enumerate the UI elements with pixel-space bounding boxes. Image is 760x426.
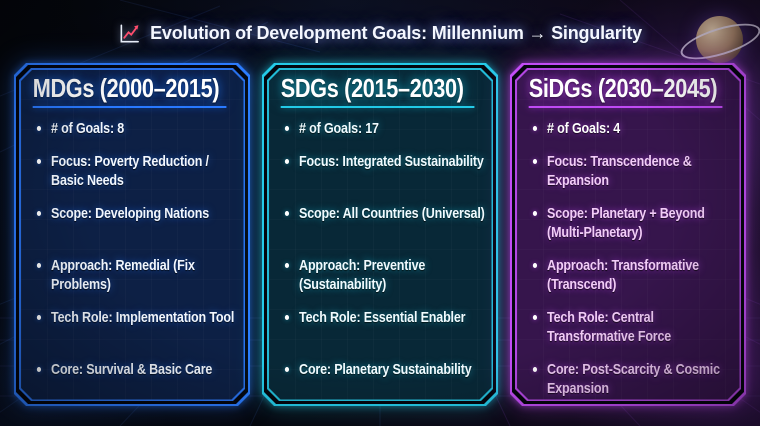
card-item-text: Scope: All Countries (Universal) (299, 205, 485, 222)
bullet-dot-icon (532, 126, 538, 131)
card-item: Focus: Poverty Reduction / Basic Needs (33, 152, 238, 204)
card-item-text: Approach: Remedial (Fix Problems) (51, 257, 195, 293)
card-item-text: Scope: Planetary + Beyond (Multi-Planeta… (547, 205, 705, 241)
card-item-text: Approach: Transformative (Transcend) (547, 257, 699, 293)
card-item-text: Core: Post-Scarcity & Cosmic Expansion (547, 361, 720, 397)
card-item-text: Core: Survival & Basic Care (51, 361, 213, 378)
title-bar: Evolution of Development Goals: Millenni… (0, 22, 760, 45)
card-item-text: Focus: Poverty Reduction / Basic Needs (51, 153, 209, 189)
card-item-text: Core: Planetary Sustainability (299, 361, 472, 378)
chart-increasing-icon (120, 24, 140, 43)
bullet-dot-icon (284, 263, 290, 268)
card-item-text: Focus: Integrated Sustainability (299, 153, 484, 170)
card-item-text: Scope: Developing Nations (51, 205, 210, 222)
card-items: # of Goals: 8 Focus: Poverty Reduction / … (33, 119, 238, 379)
card-item: Scope: Developing Nations (33, 204, 238, 256)
bullet-dot-icon (36, 315, 42, 320)
card-body: SiDGs (2030–2045) # of Goals: 4 Focus: Tra… (517, 70, 739, 398)
card-item: Core: Survival & Basic Care (33, 360, 238, 379)
card-item: Tech Role: Essential Enabler (281, 308, 486, 360)
bullet-dot-icon (532, 211, 538, 216)
card-item: Tech Role: Central Transformative Force (529, 308, 734, 360)
card-item-text: Focus: Transcendence & Expansion (547, 153, 692, 189)
goal-card-sidgs: SiDGs (2030–2045) # of Goals: 4 Focus: Tra… (510, 63, 746, 406)
saturn-planet-icon (696, 16, 743, 63)
card-item: # of Goals: 8 (33, 119, 238, 152)
page-title: Evolution of Development Goals: Millenni… (150, 23, 642, 43)
bullet-dot-icon (36, 367, 42, 372)
card-body: SDGs (2015–2030) # of Goals: 17 Focus: Int… (269, 70, 491, 379)
card-header: SDGs (2015–2030) (280, 73, 464, 103)
card-body: MDGs (2000–2015) # of Goals: 8 Focus: Pove… (21, 70, 243, 379)
bullet-dot-icon (532, 315, 538, 320)
card-item: # of Goals: 17 (281, 119, 486, 152)
card-item-text: # of Goals: 17 (299, 120, 379, 137)
bullet-dot-icon (36, 263, 42, 268)
goal-card-mdgs: MDGs (2000–2015) # of Goals: 8 Focus: Pove… (14, 63, 250, 406)
card-item: Scope: All Countries (Universal) (281, 204, 486, 256)
card-item-text: Approach: Preventive (Sustainability) (299, 257, 426, 293)
bullet-dot-icon (284, 159, 290, 164)
card-item-text: Tech Role: Central Transformative Force (547, 309, 672, 345)
card-item-text: # of Goals: 4 (547, 120, 621, 137)
card-header-underline (32, 106, 227, 108)
card-item-text: Tech Role: Essential Enabler (299, 309, 466, 326)
card-header-underline (528, 106, 723, 108)
bullet-dot-icon (36, 159, 42, 164)
card-item: Approach: Preventive (Sustainability) (281, 256, 486, 308)
card-item: Approach: Remedial (Fix Problems) (33, 256, 238, 308)
card-item-text: Tech Role: Implementation Tool (51, 309, 235, 326)
bullet-dot-icon (532, 159, 538, 164)
card-item: Core: Post-Scarcity & Cosmic Expansion (529, 360, 734, 398)
card-border-layer (21, 70, 244, 400)
bullet-dot-icon (284, 367, 290, 372)
card-header-underline (280, 106, 475, 108)
card-item: Focus: Transcendence & Expansion (529, 152, 734, 204)
bullet-dot-icon (532, 367, 538, 372)
bullet-dot-icon (36, 126, 42, 131)
card-item: Scope: Planetary + Beyond (Multi-Planeta… (529, 204, 734, 256)
goal-card-sdgs: SDGs (2015–2030) # of Goals: 17 Focus: Int… (262, 63, 498, 406)
bullet-dot-icon (284, 126, 290, 131)
card-items: # of Goals: 17 Focus: Integrated Sustaina… (281, 119, 486, 379)
bullet-dot-icon (532, 263, 538, 268)
card-border-layer (269, 70, 492, 400)
card-item: Focus: Integrated Sustainability (281, 152, 486, 204)
bullet-dot-icon (284, 211, 290, 216)
card-items: # of Goals: 4 Focus: Transcendence & Expa… (529, 119, 734, 398)
card-item-text: # of Goals: 8 (51, 120, 125, 137)
card-item: Approach: Transformative (Transcend) (529, 256, 734, 308)
card-item: Tech Role: Implementation Tool (33, 308, 238, 360)
card-item: Core: Planetary Sustainability (281, 360, 486, 379)
card-header: SiDGs (2030–2045) (528, 73, 718, 103)
bullet-dot-icon (284, 315, 290, 320)
card-border-layer (517, 70, 740, 400)
card-item: # of Goals: 4 (529, 119, 734, 152)
card-header: MDGs (2000–2015) (32, 73, 220, 103)
bullet-dot-icon (36, 211, 42, 216)
